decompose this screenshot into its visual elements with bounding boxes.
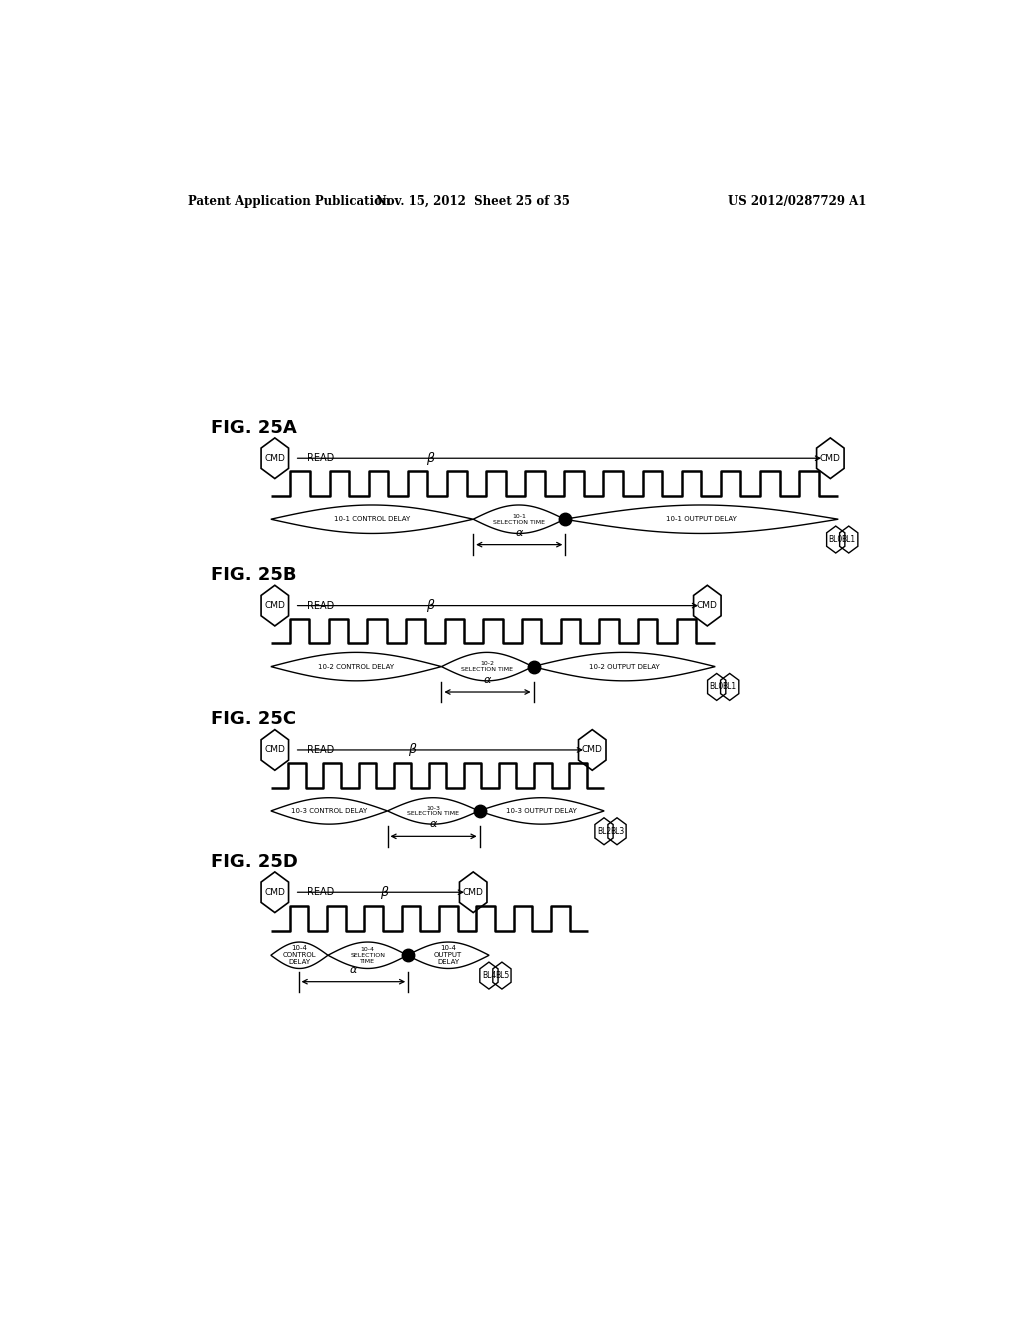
Text: CMD: CMD <box>697 601 718 610</box>
Text: CMD: CMD <box>264 746 286 755</box>
Text: 10-1 CONTROL DELAY: 10-1 CONTROL DELAY <box>334 516 411 523</box>
Text: FIG. 25D: FIG. 25D <box>211 853 298 871</box>
Text: α: α <box>349 965 357 974</box>
Text: 10-3 CONTROL DELAY: 10-3 CONTROL DELAY <box>291 808 368 814</box>
Text: READ: READ <box>306 744 334 755</box>
Text: α: α <box>515 528 523 537</box>
Text: β: β <box>380 886 387 899</box>
Text: 10-4
SELECTION
TIME: 10-4 SELECTION TIME <box>350 946 385 964</box>
Text: CMD: CMD <box>463 888 483 896</box>
Text: BL0: BL0 <box>828 535 843 544</box>
Text: FIG. 25A: FIG. 25A <box>211 418 297 437</box>
Text: 10-2 OUTPUT DELAY: 10-2 OUTPUT DELAY <box>589 664 659 669</box>
Text: 10-4
OUTPUT
DELAY: 10-4 OUTPUT DELAY <box>434 945 463 965</box>
Text: β: β <box>426 599 433 612</box>
Text: US 2012/0287729 A1: US 2012/0287729 A1 <box>728 194 866 207</box>
Text: CMD: CMD <box>582 746 603 755</box>
Text: READ: READ <box>306 601 334 611</box>
Text: BL2: BL2 <box>597 826 611 836</box>
Text: CMD: CMD <box>264 601 286 610</box>
Text: 10-2 CONTROL DELAY: 10-2 CONTROL DELAY <box>318 664 394 669</box>
Text: 10-4
CONTROL
DELAY: 10-4 CONTROL DELAY <box>283 945 316 965</box>
Text: READ: READ <box>306 453 334 463</box>
Text: BL4: BL4 <box>482 972 496 979</box>
Text: CMD: CMD <box>264 888 286 896</box>
Text: BL0: BL0 <box>710 682 724 692</box>
Text: β: β <box>409 743 416 756</box>
Text: α: α <box>430 820 437 829</box>
Text: β: β <box>426 451 433 465</box>
Text: BL5: BL5 <box>495 972 509 979</box>
Text: BL1: BL1 <box>723 682 736 692</box>
Text: FIG. 25B: FIG. 25B <box>211 566 297 585</box>
Text: CMD: CMD <box>820 454 841 463</box>
Text: Nov. 15, 2012  Sheet 25 of 35: Nov. 15, 2012 Sheet 25 of 35 <box>376 194 570 207</box>
Text: READ: READ <box>306 887 334 898</box>
Text: 10-2
SELECTION TIME: 10-2 SELECTION TIME <box>461 661 513 672</box>
Text: FIG. 25C: FIG. 25C <box>211 710 297 729</box>
Text: 10-1
SELECTION TIME: 10-1 SELECTION TIME <box>493 513 545 524</box>
Text: 10-1 OUTPUT DELAY: 10-1 OUTPUT DELAY <box>666 516 737 523</box>
Text: 10-3 OUTPUT DELAY: 10-3 OUTPUT DELAY <box>506 808 577 814</box>
Text: CMD: CMD <box>264 454 286 463</box>
Text: BL1: BL1 <box>842 535 856 544</box>
Text: 10-3
SELECTION TIME: 10-3 SELECTION TIME <box>408 805 459 816</box>
Text: Patent Application Publication: Patent Application Publication <box>187 194 390 207</box>
Text: α: α <box>483 675 492 685</box>
Text: BL3: BL3 <box>610 826 625 836</box>
